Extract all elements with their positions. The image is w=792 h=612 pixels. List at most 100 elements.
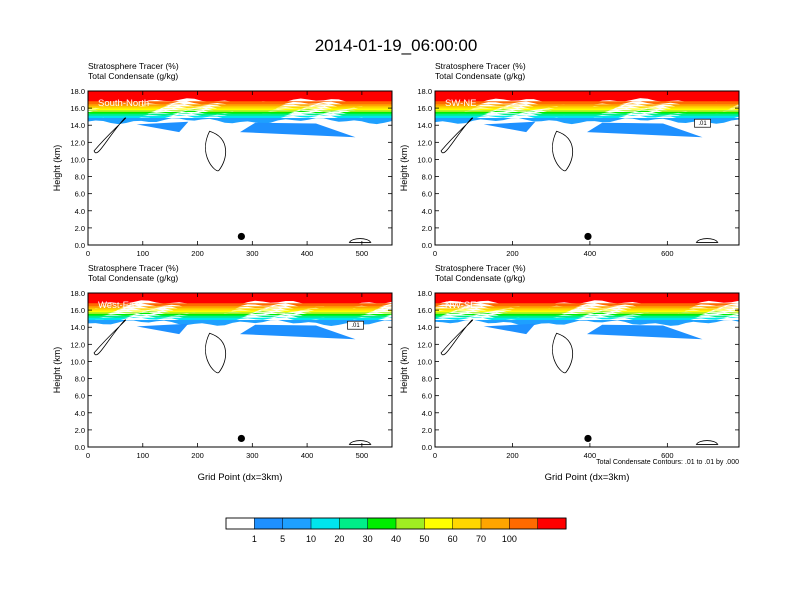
colorbar-swatch — [480, 517, 510, 530]
colorbar-swatch — [367, 517, 397, 530]
condensate-contour — [440, 117, 474, 154]
x-tick-label: 200 — [191, 249, 204, 258]
tracer-band — [88, 293, 392, 307]
colorbar-swatch — [339, 517, 369, 530]
x-tick-label: 400 — [301, 249, 314, 258]
condensate-contour — [205, 332, 226, 373]
y-tick-label: 0.0 — [75, 241, 85, 250]
condensate-contour — [552, 332, 573, 373]
x-axis-title: Grid Point (dx=3km) — [198, 472, 283, 483]
y-tick-label: 16.0 — [70, 306, 85, 315]
y-tick-label: 2.0 — [75, 426, 85, 435]
plot-frame — [434, 292, 740, 448]
tracer-band — [435, 91, 739, 105]
y-tick-label: 4.0 — [422, 207, 432, 216]
y-tick-label: 6.0 — [75, 190, 85, 199]
colorbar-swatch — [424, 517, 454, 530]
tracer-band — [435, 103, 739, 110]
y-tick-label: 2.0 — [75, 224, 85, 233]
x-tick-label: 600 — [661, 249, 674, 258]
y-tick-label: 10.0 — [417, 155, 432, 164]
x-tick-label: 200 — [506, 249, 519, 258]
y-tick-label: 8.0 — [75, 375, 85, 384]
x-tick-label: 400 — [584, 249, 597, 258]
y-axis-title: Height (km) — [52, 347, 62, 394]
y-tick-label: 12.0 — [70, 138, 85, 147]
tracer-lobe — [587, 122, 703, 138]
y-tick-label: 14.0 — [417, 121, 432, 130]
plot-frame — [87, 292, 393, 448]
colorbar-swatch — [509, 517, 539, 530]
tracer-band — [88, 305, 392, 312]
tracer-band — [88, 319, 392, 326]
x-tick-label: 100 — [137, 451, 150, 460]
y-tick-label: 0.0 — [75, 443, 85, 452]
panel-subtitle-tracer: Stratosphere Tracer (%) — [435, 61, 526, 71]
tracer-band — [435, 112, 739, 119]
colorbar-swatch — [225, 517, 255, 530]
location-marker — [237, 434, 245, 443]
tracer-band — [435, 305, 739, 312]
y-tick-label: 14.0 — [70, 323, 85, 332]
panels-group: Stratosphere Tracer (%)Total Condensate … — [52, 61, 740, 483]
y-tick-label: 18.0 — [417, 289, 432, 298]
location-marker — [584, 232, 592, 241]
tracer-band — [435, 117, 739, 125]
x-tick-label: 500 — [356, 249, 369, 258]
x-tick-label: 0 — [433, 249, 437, 258]
location-marker — [237, 232, 245, 241]
colorbar-label: 30 — [363, 534, 373, 544]
panel-label: NW-SE — [445, 300, 477, 311]
x-tick-label: 0 — [86, 249, 90, 258]
colorbar-swatch — [254, 517, 284, 530]
y-tick-label: 12.0 — [417, 340, 432, 349]
colorbar-label: 1 — [252, 534, 257, 544]
panel-subtitle-tracer: Stratosphere Tracer (%) — [88, 61, 179, 71]
colorbar-swatch — [537, 517, 567, 530]
panel-subtitle-condensate: Total Condensate (g/kg) — [435, 71, 525, 81]
tracer-band — [88, 114, 392, 121]
y-tick-label: 6.0 — [75, 392, 85, 401]
condensate-contour — [695, 440, 719, 445]
contour-label-box — [694, 118, 711, 128]
y-tick-label: 12.0 — [417, 138, 432, 147]
tracer-lobe — [483, 121, 536, 133]
panel-2: Stratosphere Tracer (%)Total Condensate … — [399, 61, 740, 258]
contour-note: Total Condensate Contours: .01 to .01 by… — [596, 459, 739, 466]
y-axis-title: Height (km) — [399, 347, 409, 394]
y-tick-label: 18.0 — [70, 87, 85, 96]
panel-subtitle-condensate: Total Condensate (g/kg) — [88, 71, 178, 81]
x-tick-label: 400 — [584, 451, 597, 460]
panel-label: SW-NE — [445, 98, 477, 109]
tracer-band — [88, 307, 392, 314]
panel-4: Stratosphere Tracer (%)Total Condensate … — [399, 263, 740, 483]
tracer-band — [88, 117, 392, 125]
panel-subtitle-tracer: Stratosphere Tracer (%) — [88, 263, 179, 273]
x-tick-label: 0 — [433, 451, 437, 460]
y-tick-label: 10.0 — [70, 357, 85, 366]
y-tick-label: 2.0 — [422, 224, 432, 233]
x-tick-label: 600 — [661, 451, 674, 460]
tracer-band — [88, 314, 392, 321]
condensate-contour — [348, 440, 372, 445]
tracer-band — [88, 108, 392, 115]
y-tick-label: 8.0 — [422, 375, 432, 384]
tracer-band — [88, 112, 392, 119]
tracer-lobe — [587, 324, 703, 340]
colorbar-label: 70 — [476, 534, 486, 544]
y-axis-title: Height (km) — [52, 145, 62, 192]
colorbar-swatch — [452, 517, 482, 530]
x-tick-label: 100 — [137, 249, 150, 258]
colorbar-label: 40 — [391, 534, 401, 544]
colorbar-label: 50 — [419, 534, 429, 544]
y-tick-label: 8.0 — [422, 173, 432, 182]
condensate-contour — [440, 319, 474, 356]
panel-label: West-East — [98, 300, 142, 311]
panel-subtitle-condensate: Total Condensate (g/kg) — [435, 273, 525, 283]
panel-label: South-North — [98, 98, 149, 109]
colorbar-swatch — [310, 517, 340, 530]
y-tick-label: 18.0 — [417, 87, 432, 96]
x-tick-label: 300 — [246, 451, 259, 460]
condensate-contour — [552, 130, 573, 171]
